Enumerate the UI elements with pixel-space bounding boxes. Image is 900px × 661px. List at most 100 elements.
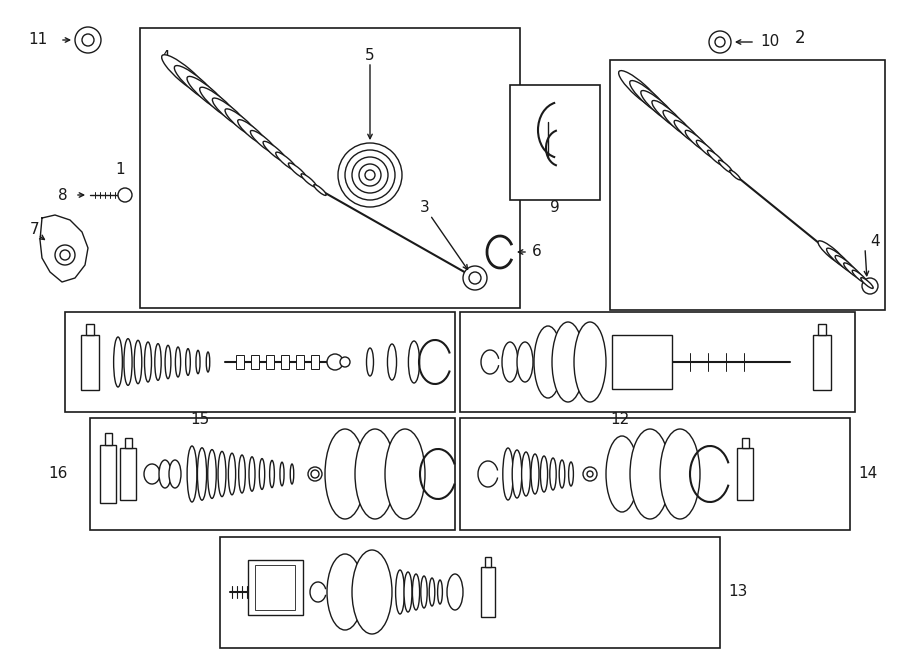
Bar (251, 355, 259, 369)
Ellipse shape (314, 184, 326, 196)
Ellipse shape (325, 429, 365, 519)
Ellipse shape (503, 448, 513, 500)
Ellipse shape (113, 337, 122, 387)
Circle shape (75, 27, 101, 53)
Text: 4: 4 (870, 235, 879, 249)
Circle shape (463, 266, 487, 290)
Ellipse shape (618, 71, 662, 109)
Circle shape (587, 471, 593, 477)
Ellipse shape (229, 453, 236, 495)
Bar (460, 312, 855, 412)
Bar (610, 60, 885, 310)
Ellipse shape (531, 454, 539, 494)
Ellipse shape (826, 248, 851, 270)
Ellipse shape (559, 460, 565, 488)
Ellipse shape (275, 152, 297, 171)
Ellipse shape (437, 580, 443, 604)
Ellipse shape (860, 278, 873, 288)
Ellipse shape (843, 263, 862, 279)
Circle shape (327, 354, 343, 370)
Circle shape (352, 157, 388, 193)
Text: 11: 11 (29, 32, 48, 48)
Bar (120, 448, 136, 500)
Bar (86, 324, 94, 335)
Text: 4: 4 (160, 50, 170, 65)
Ellipse shape (165, 345, 171, 379)
Ellipse shape (540, 456, 547, 492)
Ellipse shape (270, 461, 274, 488)
Ellipse shape (280, 462, 284, 486)
Ellipse shape (663, 110, 693, 137)
Ellipse shape (409, 341, 419, 383)
Text: 14: 14 (858, 467, 878, 481)
Ellipse shape (404, 572, 412, 612)
Ellipse shape (208, 449, 216, 498)
Bar (266, 355, 274, 369)
Ellipse shape (327, 554, 363, 630)
Ellipse shape (290, 464, 293, 484)
Circle shape (308, 467, 322, 481)
Ellipse shape (197, 447, 207, 500)
Ellipse shape (225, 109, 257, 137)
Bar (255, 565, 295, 610)
Text: 9: 9 (550, 200, 560, 215)
Circle shape (359, 164, 381, 186)
Ellipse shape (517, 342, 533, 382)
Ellipse shape (206, 352, 210, 372)
Ellipse shape (159, 460, 171, 488)
Bar (311, 355, 319, 369)
Ellipse shape (630, 81, 670, 116)
Ellipse shape (818, 241, 846, 265)
Ellipse shape (674, 120, 701, 145)
Ellipse shape (421, 576, 428, 608)
Ellipse shape (169, 460, 181, 488)
Ellipse shape (412, 574, 419, 610)
Bar (281, 355, 289, 369)
Circle shape (82, 34, 94, 46)
Bar (296, 355, 304, 369)
Ellipse shape (196, 350, 200, 373)
Text: 1: 1 (115, 163, 125, 178)
Bar (248, 560, 303, 615)
Ellipse shape (512, 450, 522, 498)
Bar (510, 85, 600, 200)
Bar (612, 335, 672, 389)
Circle shape (583, 467, 597, 481)
Ellipse shape (218, 451, 226, 496)
Circle shape (338, 143, 402, 207)
Ellipse shape (387, 344, 397, 380)
Ellipse shape (155, 344, 161, 380)
Bar (65, 312, 455, 412)
Ellipse shape (263, 141, 287, 162)
Ellipse shape (145, 342, 151, 382)
Circle shape (60, 250, 70, 260)
Ellipse shape (187, 77, 228, 112)
Ellipse shape (718, 160, 733, 173)
Ellipse shape (707, 150, 724, 166)
Circle shape (118, 188, 132, 202)
Ellipse shape (355, 429, 395, 519)
Bar (485, 557, 491, 567)
Ellipse shape (630, 429, 670, 519)
Text: 12: 12 (610, 412, 630, 428)
Ellipse shape (288, 163, 307, 178)
Ellipse shape (187, 446, 197, 502)
Bar (105, 434, 112, 445)
Ellipse shape (447, 574, 463, 610)
Bar (140, 28, 520, 308)
Bar (813, 335, 831, 390)
Circle shape (715, 37, 725, 47)
Ellipse shape (200, 87, 238, 120)
Text: 5: 5 (365, 48, 374, 63)
Ellipse shape (302, 174, 317, 187)
Bar (742, 438, 749, 448)
Ellipse shape (522, 452, 530, 496)
Ellipse shape (660, 429, 700, 519)
Ellipse shape (534, 326, 562, 398)
Ellipse shape (697, 140, 716, 159)
Bar (737, 448, 753, 500)
Circle shape (55, 245, 75, 265)
Ellipse shape (366, 348, 373, 376)
Text: 13: 13 (728, 584, 747, 600)
Bar (100, 445, 116, 503)
